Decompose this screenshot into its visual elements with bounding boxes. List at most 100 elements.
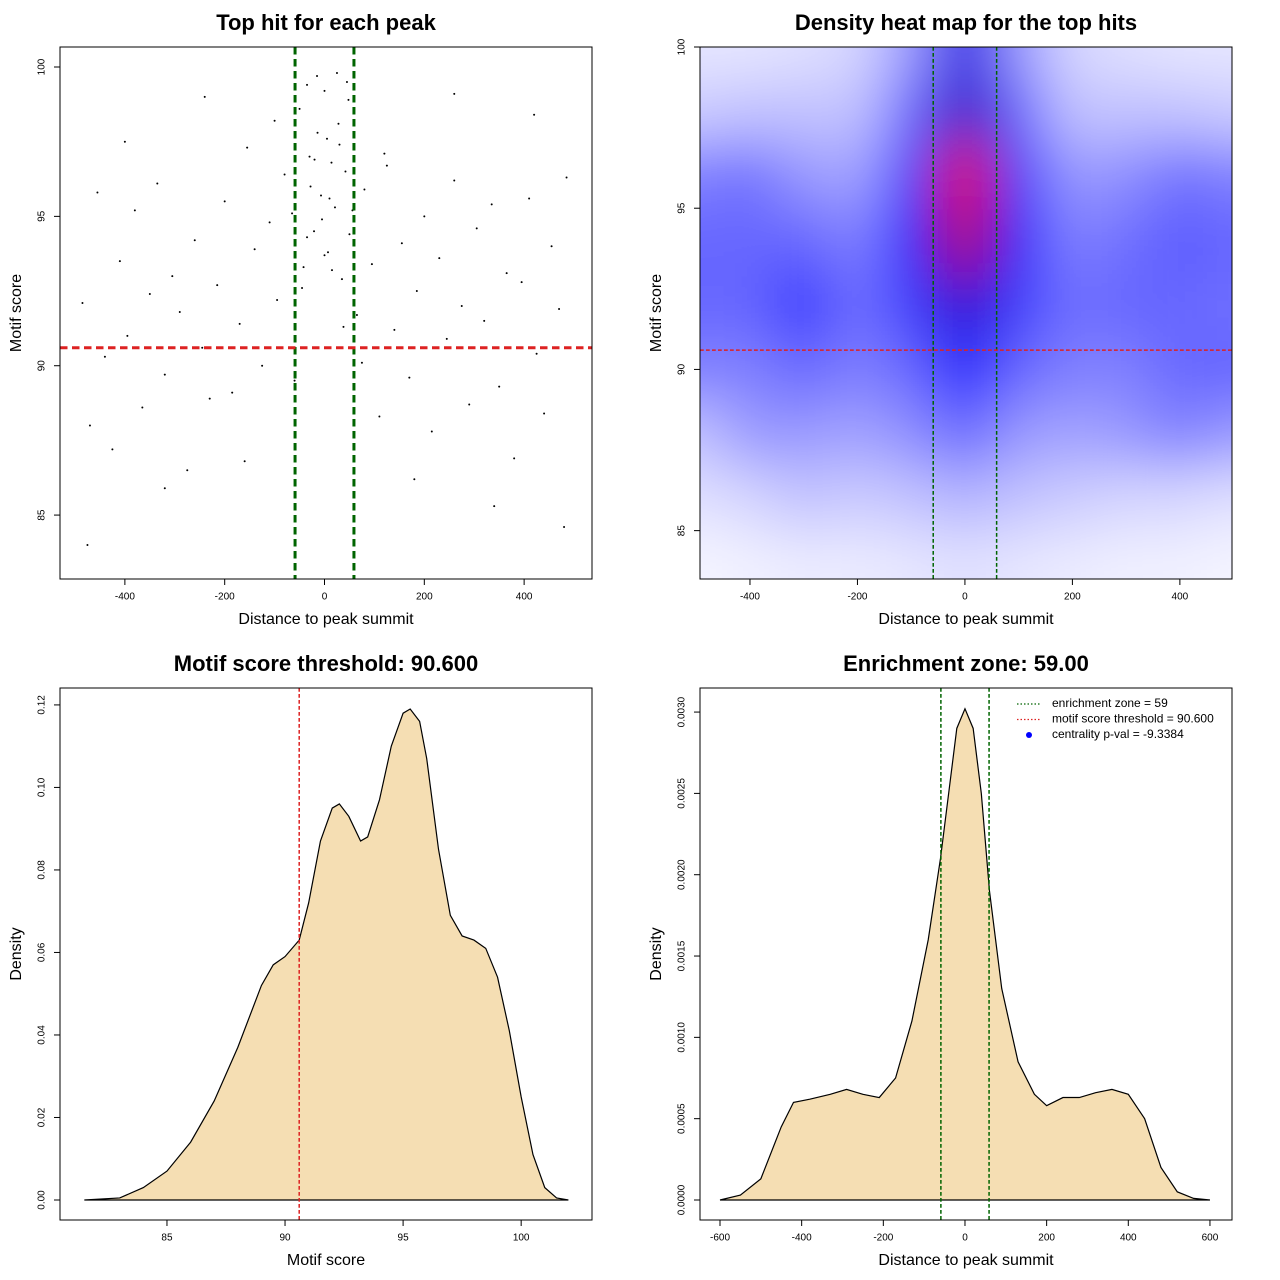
x-tick-label: 95	[398, 1233, 410, 1244]
point	[483, 319, 486, 322]
point	[345, 80, 348, 83]
heat-cell	[723, 272, 778, 338]
point	[528, 197, 531, 200]
point	[313, 230, 316, 233]
legend-label: motif score threshold = 90.600	[1052, 712, 1214, 726]
heat-cell	[1206, 401, 1232, 467]
heat-cell	[1099, 530, 1154, 579]
y-tick-label: 100	[677, 38, 688, 55]
heat-cell	[1099, 143, 1154, 209]
point	[490, 203, 493, 206]
heat-cell	[1099, 79, 1154, 145]
heat-cell	[776, 530, 832, 579]
plot-frame	[59, 687, 593, 1221]
point	[493, 505, 496, 508]
point	[323, 89, 326, 92]
point	[126, 334, 129, 337]
y-tick-label: 0.12	[37, 695, 48, 715]
point	[348, 233, 351, 236]
y-tick-label: 0.0000	[677, 1184, 688, 1215]
heat-cell	[1045, 208, 1100, 274]
heat-cell	[938, 530, 993, 579]
point	[86, 543, 89, 546]
point	[111, 448, 114, 451]
plot-area	[719, 688, 1211, 1220]
heat-cell	[1206, 47, 1232, 80]
heat-cell	[830, 47, 885, 80]
point	[96, 191, 99, 194]
heat-cell	[830, 466, 885, 532]
heat-cell	[991, 143, 1047, 209]
plot-area	[60, 47, 592, 579]
point	[148, 293, 151, 296]
heat-cell	[1045, 272, 1100, 338]
point	[408, 376, 411, 379]
heat-cell	[723, 143, 778, 209]
heat-cell	[991, 208, 1047, 274]
point	[423, 215, 426, 218]
heat-cell	[884, 272, 939, 338]
x-tick-label: 400	[1120, 1233, 1137, 1244]
heat-cell	[1206, 143, 1232, 209]
point	[475, 227, 478, 230]
heat-cell	[1045, 401, 1100, 467]
point	[261, 364, 264, 367]
heat-cell	[938, 401, 993, 467]
point	[533, 113, 536, 116]
heat-cell	[1099, 466, 1154, 532]
y-tick-label: 0.04	[37, 1025, 48, 1045]
x-tick-label: 100	[513, 1233, 530, 1244]
heat-cell	[884, 208, 939, 274]
point	[193, 239, 196, 242]
point	[513, 457, 516, 460]
y-tick-label: 0.06	[37, 942, 48, 962]
heat-cell	[700, 401, 724, 467]
point	[378, 415, 381, 418]
x-tick-label: 200	[1064, 592, 1081, 603]
heat-cell	[830, 208, 885, 274]
heat-cell	[1206, 272, 1232, 338]
heat-cell	[776, 143, 832, 209]
point	[338, 143, 341, 146]
heat-cell	[884, 143, 939, 209]
heat-cell	[723, 47, 778, 80]
heat-cell	[1045, 143, 1100, 209]
point	[355, 313, 358, 316]
heat-cell	[700, 208, 724, 274]
y-tick-label: 90	[677, 363, 688, 375]
point	[216, 284, 219, 287]
point	[438, 257, 441, 260]
y-tick-label: 95	[677, 202, 688, 214]
point	[283, 173, 286, 176]
point	[430, 430, 433, 433]
point	[133, 209, 136, 212]
point	[335, 71, 338, 74]
heat-cell	[938, 47, 993, 80]
point	[308, 155, 311, 158]
heat-cell	[884, 337, 939, 403]
heat-cell	[1153, 401, 1208, 467]
plot-area	[700, 47, 1232, 579]
y-tick-label: 95	[37, 210, 48, 222]
heat-cell	[884, 79, 939, 145]
y-axis-label: Density	[648, 927, 665, 980]
y-tick-label: 0.0025	[677, 778, 688, 809]
heat-cell	[884, 47, 939, 80]
point	[340, 278, 343, 281]
x-tick-label: -400	[740, 592, 760, 603]
heat-cell	[776, 47, 832, 80]
heat-cell	[776, 337, 832, 403]
point	[328, 197, 331, 200]
heat-cell	[830, 79, 885, 145]
heat-cell	[1153, 47, 1208, 80]
x-tick-label: -200	[847, 592, 867, 603]
point	[163, 373, 166, 376]
y-tick-label: 0.0020	[677, 859, 688, 890]
heat-cell	[884, 530, 939, 579]
point	[385, 164, 388, 167]
point	[268, 221, 271, 224]
point	[370, 263, 373, 266]
point	[178, 310, 181, 313]
heat-cell	[1099, 337, 1154, 403]
heat-cell	[776, 208, 832, 274]
